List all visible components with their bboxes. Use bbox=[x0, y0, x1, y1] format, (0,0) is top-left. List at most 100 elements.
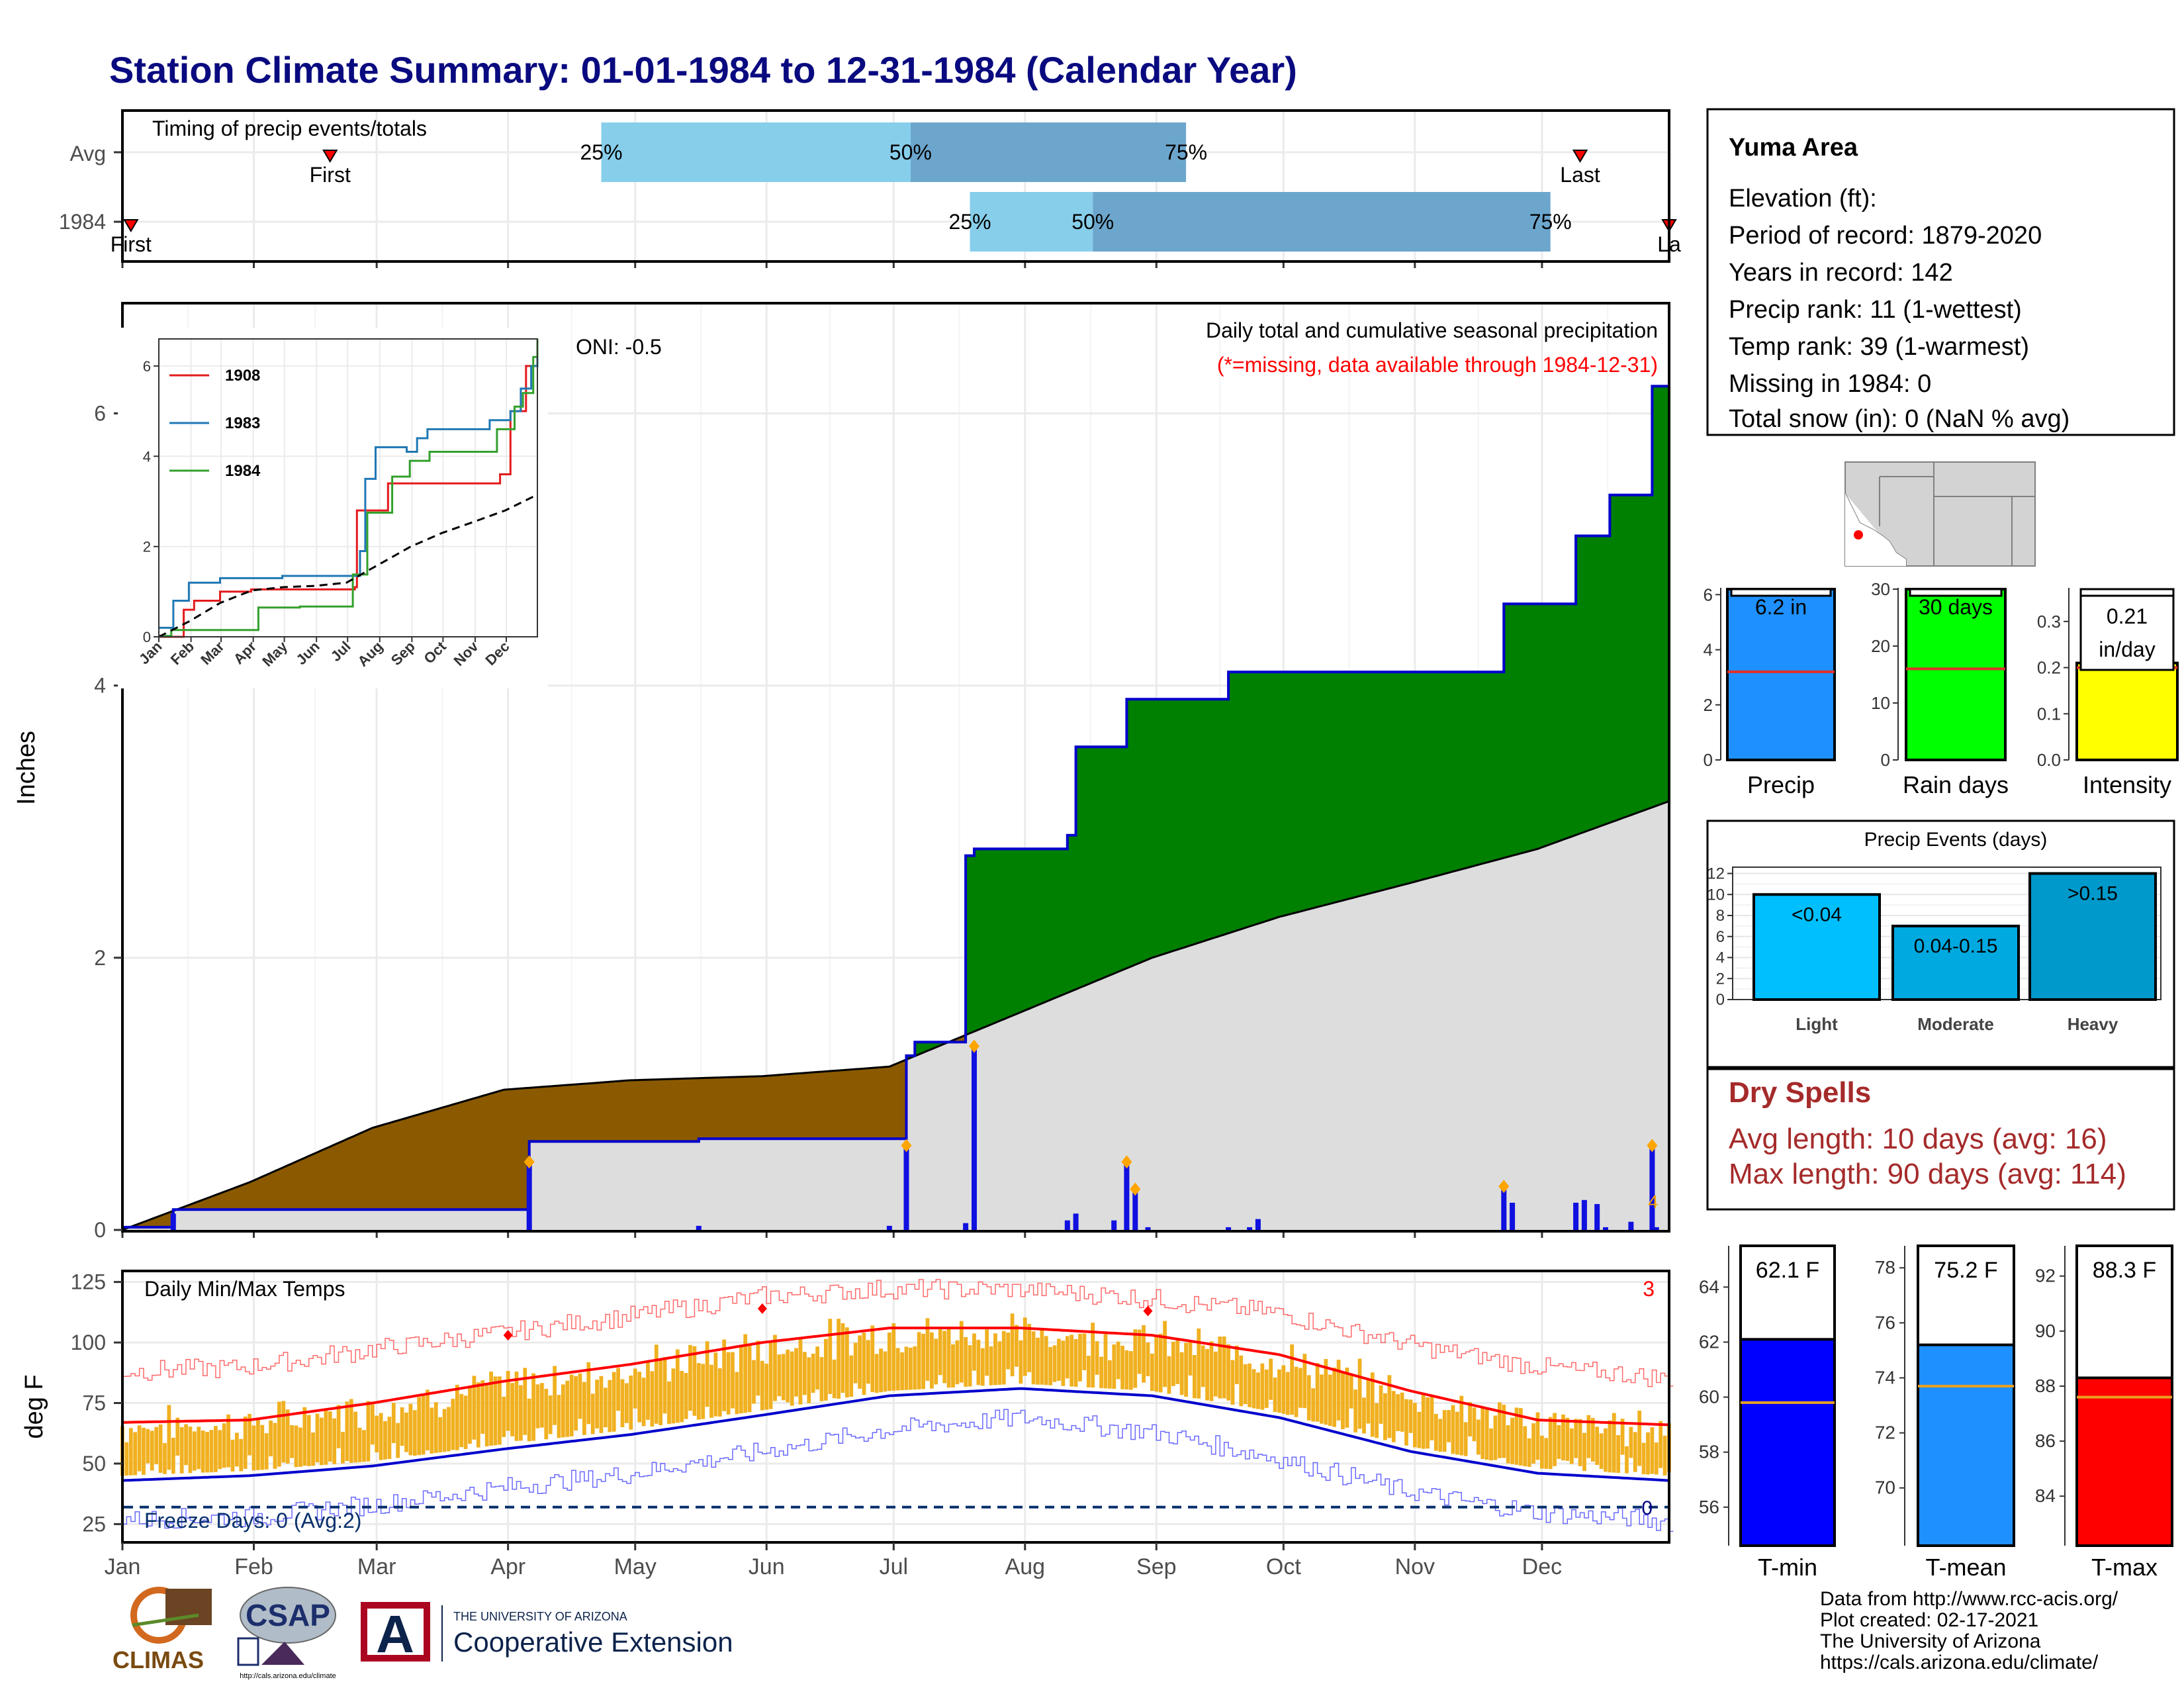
daily-temp-range-bar bbox=[1315, 1363, 1320, 1422]
precip-y-tick-label: 6 bbox=[94, 401, 106, 425]
daily-temp-range-bar bbox=[938, 1329, 942, 1376]
daily-temp-range-bar bbox=[680, 1370, 684, 1423]
summary-tick-label: 2 bbox=[1704, 695, 1713, 715]
daily-precip-bar bbox=[886, 1225, 892, 1230]
surplus-fill bbox=[1432, 672, 1437, 877]
surplus-fill bbox=[1139, 699, 1144, 962]
daily-temp-range-bar bbox=[705, 1341, 709, 1407]
surplus-fill bbox=[1330, 672, 1335, 904]
daily-temp-range-bar bbox=[879, 1348, 883, 1393]
deficit-fill bbox=[885, 1066, 890, 1139]
record-high-marker bbox=[503, 1330, 513, 1341]
daily-temp-range-bar bbox=[565, 1380, 570, 1437]
surplus-fill bbox=[1444, 672, 1449, 874]
heavy-event-marker bbox=[1121, 1155, 1132, 1169]
daily-temp-range-bar bbox=[1641, 1442, 1646, 1475]
daily-temp-range-bar bbox=[1269, 1358, 1273, 1400]
deficit-fill bbox=[478, 1096, 483, 1210]
csap-logo: CSAP http://cals.arizona.edu/climate bbox=[237, 1587, 336, 1680]
daily-temp-range-bar bbox=[396, 1423, 400, 1458]
surplus-fill bbox=[1385, 672, 1390, 889]
deficit-fill bbox=[541, 1086, 547, 1142]
daily-temp-range-bar bbox=[320, 1417, 324, 1466]
daily-temp-range-bar bbox=[1430, 1395, 1434, 1440]
daily-temp-range-bar bbox=[1163, 1321, 1167, 1387]
surplus-fill bbox=[999, 849, 1005, 1020]
surplus-fill bbox=[1253, 672, 1259, 925]
daily-temp-range-bar bbox=[1277, 1369, 1281, 1413]
daily-temp-range-bar bbox=[1324, 1359, 1328, 1425]
daily-temp-range-bar bbox=[1112, 1344, 1116, 1389]
deficit-fill bbox=[203, 1199, 208, 1210]
temp-summary-bar-label: T-max bbox=[2091, 1554, 2158, 1581]
daily-temp-range-bar bbox=[1023, 1317, 1027, 1376]
daily-temp-range-bar bbox=[493, 1376, 498, 1446]
daily-temp-range-bar bbox=[150, 1430, 154, 1471]
temp-y-tick-label: 25 bbox=[82, 1512, 106, 1536]
surplus-fill bbox=[1529, 604, 1534, 851]
daily-temp-range-bar bbox=[1311, 1388, 1316, 1422]
daily-temp-range-bar bbox=[1413, 1403, 1417, 1448]
daily-temp-range-bar bbox=[332, 1418, 337, 1464]
daily-temp-range-bar bbox=[1616, 1435, 1621, 1473]
daily-temp-range-bar bbox=[1590, 1418, 1595, 1462]
daily-temp-range-bar bbox=[654, 1344, 659, 1424]
surplus-fill bbox=[982, 849, 987, 1027]
deficit-fill bbox=[610, 1082, 615, 1142]
daily-temp-range-bar bbox=[900, 1352, 904, 1391]
temp-y-tick-label: 50 bbox=[82, 1452, 106, 1476]
timing-last-label: Last bbox=[1560, 163, 1600, 187]
daily-temp-range-bar bbox=[1535, 1412, 1540, 1460]
daily-temp-range-bar bbox=[1052, 1345, 1057, 1382]
daily-temp-range-bar bbox=[1197, 1328, 1201, 1399]
daily-temp-range-bar bbox=[756, 1340, 760, 1396]
svg-text:A: A bbox=[376, 1605, 414, 1664]
deficit-fill bbox=[842, 1070, 848, 1139]
surplus-fill bbox=[1126, 699, 1132, 968]
temp-summary-bar-label: T-mean bbox=[1925, 1554, 2006, 1581]
temp-summary-tick-label: 62 bbox=[1699, 1331, 1719, 1352]
surplus-fill bbox=[1559, 604, 1564, 841]
station-info-frame bbox=[1706, 108, 2175, 436]
daily-temp-range-bar bbox=[1629, 1427, 1633, 1458]
daily-temp-range-bar bbox=[1498, 1402, 1502, 1458]
surplus-fill bbox=[1080, 747, 1085, 987]
daily-temp-range-bar bbox=[641, 1378, 646, 1427]
logos: CLIMAS CSAP http://cals.arizona.edu/clim… bbox=[113, 1587, 733, 1680]
daily-temp-range-bar bbox=[1383, 1393, 1387, 1440]
deficit-fill bbox=[571, 1084, 576, 1142]
deficit-fill bbox=[597, 1082, 602, 1142]
daily-temp-range-bar bbox=[158, 1424, 163, 1473]
daily-temp-range-bar bbox=[866, 1340, 870, 1384]
surplus-fill bbox=[1232, 672, 1238, 931]
daily-temp-range-bar bbox=[248, 1413, 251, 1456]
surplus-fill bbox=[1177, 699, 1183, 949]
daily-temp-range-bar bbox=[845, 1327, 849, 1397]
summary-value-box bbox=[1909, 588, 2003, 597]
daily-temp-range-bar bbox=[1251, 1369, 1256, 1409]
surplus-fill bbox=[1601, 536, 1606, 825]
footer-credits: Data from http://www.rcc-acis.org/ Plot … bbox=[1820, 1588, 2118, 1673]
surplus-fill bbox=[1063, 849, 1068, 994]
daily-temp-range-bar bbox=[167, 1405, 171, 1470]
daily-temp-range-bar bbox=[128, 1428, 133, 1476]
daily-temp-range-bar bbox=[662, 1357, 667, 1414]
deficit-fill bbox=[733, 1077, 737, 1139]
deficit-fill bbox=[355, 1134, 361, 1210]
surplus-fill bbox=[1520, 604, 1525, 853]
daily-temp-range-bar bbox=[426, 1389, 430, 1450]
surplus-fill bbox=[1419, 672, 1424, 880]
surplus-fill bbox=[1322, 672, 1326, 906]
daily-precip-bar bbox=[1594, 1203, 1600, 1230]
daily-temp-range-bar bbox=[629, 1376, 633, 1430]
deficit-fill bbox=[449, 1105, 453, 1210]
svg-text:http://cals.arizona.edu/climat: http://cals.arizona.edu/climate bbox=[240, 1672, 336, 1680]
daily-temp-range-bar bbox=[989, 1346, 993, 1385]
daily-precip-bar bbox=[1124, 1162, 1130, 1230]
surplus-fill bbox=[1262, 672, 1267, 922]
deficit-fill bbox=[377, 1126, 382, 1210]
daily-temp-range-bar bbox=[1633, 1432, 1637, 1472]
deficit-fill bbox=[584, 1083, 589, 1142]
daily-precip-bar bbox=[1653, 1227, 1659, 1230]
surplus-fill bbox=[1516, 604, 1522, 855]
